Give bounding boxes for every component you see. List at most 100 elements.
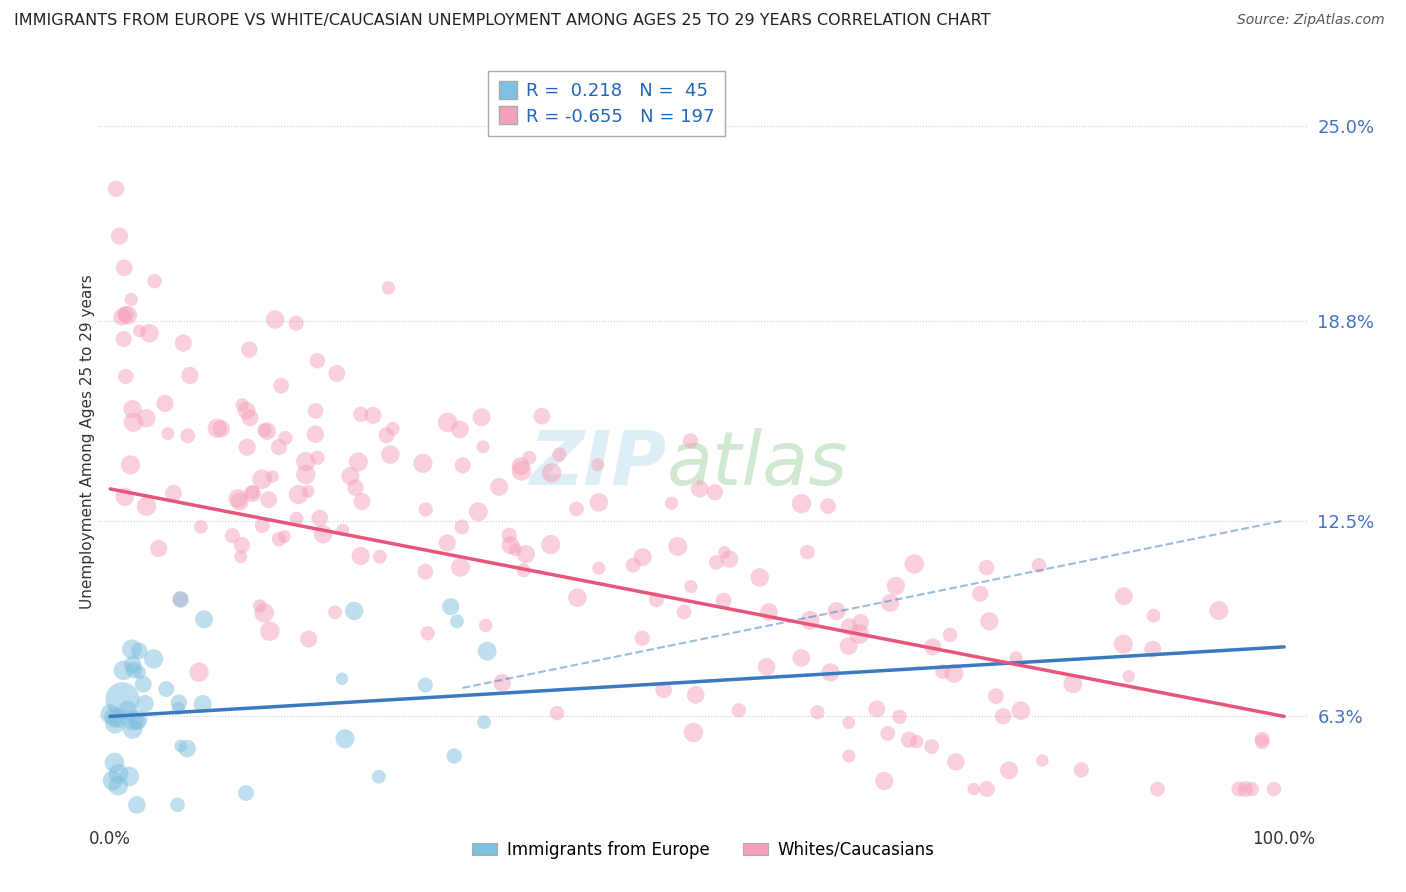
Point [921,739,943,754]
Point [488,480,510,494]
Point [472,440,495,454]
Point [645,592,668,607]
Point [104,716,127,731]
Point [838,620,860,634]
Point [323,605,346,619]
Point [621,558,644,573]
Point [125,797,148,812]
Point [114,490,136,504]
Point [167,696,190,710]
Point [666,540,689,554]
Point [381,422,404,436]
Point [121,657,143,672]
Point [121,714,143,728]
Point [285,316,308,330]
Point [209,422,232,436]
Point [231,538,253,552]
Point [1010,704,1032,718]
Point [191,697,214,711]
Point [347,455,370,469]
Point [138,326,160,341]
Point [134,697,156,711]
Point [128,644,150,658]
Text: atlas: atlas [666,428,848,500]
Point [1028,558,1050,573]
Point [257,492,280,507]
Point [889,710,911,724]
Point [512,563,534,577]
Point [262,469,284,483]
Point [112,663,135,677]
Point [350,549,373,563]
Point [652,682,675,697]
Point [790,497,813,511]
Point [471,410,494,425]
Point [229,549,252,564]
Point [111,310,134,324]
Point [436,536,458,550]
Point [415,678,437,692]
Point [998,764,1021,778]
Point [704,556,727,570]
Point [820,665,842,680]
Point [367,770,389,784]
Point [148,541,170,556]
Point [415,565,437,579]
Point [866,702,889,716]
Point [132,677,155,691]
Point [333,731,356,746]
Point [976,560,998,574]
Point [188,665,211,680]
Point [326,367,349,381]
Point [312,527,335,541]
Point [264,312,287,326]
Point [112,260,135,275]
Point [270,378,292,392]
Point [509,459,531,474]
Point [112,332,135,346]
Point [285,511,308,525]
Point [274,431,297,445]
Point [252,518,274,533]
Point [143,274,166,288]
Point [375,428,398,442]
Point [449,422,471,436]
Point [307,450,329,465]
Point [298,632,321,646]
Point [128,324,150,338]
Point [344,481,367,495]
Point [368,549,391,564]
Point [806,706,828,720]
Point [339,469,361,483]
Point [122,663,145,677]
Point [921,640,943,654]
Point [679,580,702,594]
Point [135,500,157,514]
Point [120,458,142,472]
Point [450,520,472,534]
Point [226,491,249,506]
Point [685,688,707,702]
Point [1112,589,1135,603]
Point [294,467,316,482]
Point [758,605,780,619]
Point [849,615,872,630]
Point [190,520,212,534]
Point [727,703,749,717]
Point [415,502,437,516]
Point [242,485,264,500]
Point [472,715,495,730]
Point [991,709,1014,723]
Point [250,472,273,486]
Point [105,182,128,196]
Point [631,632,654,646]
Point [304,427,326,442]
Point [101,773,124,788]
Point [343,604,366,618]
Point [412,456,434,470]
Point [235,403,257,417]
Point [332,523,354,537]
Point [1240,782,1263,797]
Point [879,596,901,610]
Point [515,547,537,561]
